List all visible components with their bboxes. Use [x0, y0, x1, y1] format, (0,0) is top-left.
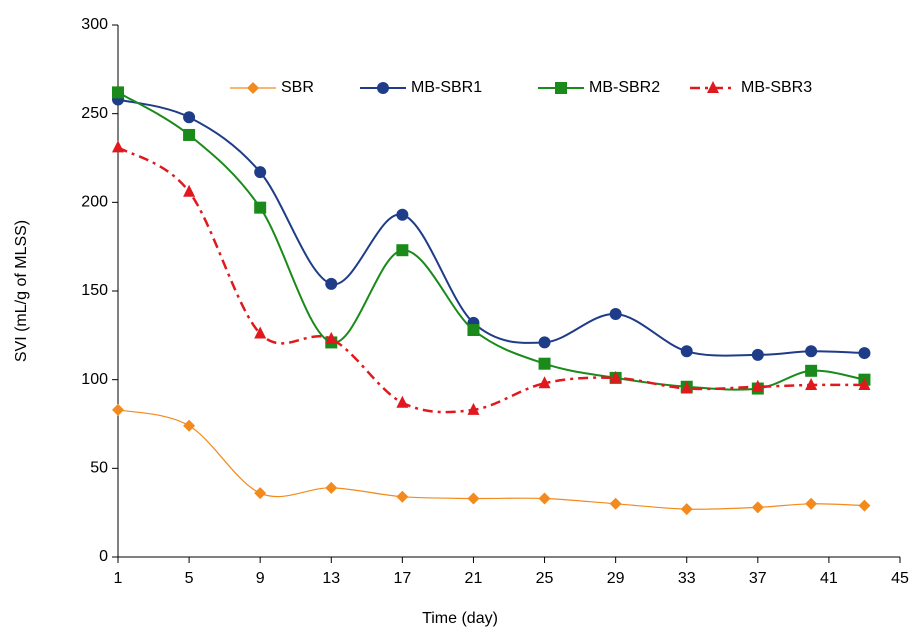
- y-tick-label: 200: [81, 194, 108, 211]
- point: [609, 370, 622, 383]
- point: [254, 201, 267, 214]
- y-tick-label: 250: [81, 105, 108, 122]
- point: [805, 497, 818, 510]
- point: [396, 395, 409, 408]
- x-axis-label: Time (day): [422, 610, 498, 627]
- legend-marker: [707, 81, 719, 93]
- point: [183, 111, 196, 124]
- point: [805, 345, 818, 358]
- point: [858, 347, 871, 360]
- point: [112, 403, 124, 416]
- x-tick-label: 17: [393, 570, 411, 587]
- point: [467, 324, 480, 337]
- point: [680, 503, 693, 516]
- x-tick-label: 5: [185, 570, 194, 587]
- point: [538, 376, 551, 389]
- point: [325, 277, 338, 290]
- point: [396, 208, 409, 221]
- series-line: [117, 146, 865, 414]
- y-tick-label: 150: [81, 282, 108, 299]
- point: [112, 86, 124, 99]
- legend-marker: [555, 82, 567, 94]
- point: [254, 166, 267, 179]
- point: [858, 499, 871, 512]
- y-tick-label: 100: [81, 371, 108, 388]
- point: [183, 128, 196, 141]
- x-tick-label: 1: [114, 570, 123, 587]
- x-tick-label: 37: [749, 570, 767, 587]
- legend-marker: [247, 82, 259, 94]
- point: [538, 357, 551, 370]
- point: [680, 345, 693, 358]
- y-axis-label: SVI (mL/g of MLSS): [13, 220, 30, 362]
- point: [751, 379, 764, 392]
- x-tick-label: 21: [465, 570, 483, 587]
- point: [396, 490, 409, 503]
- x-tick-label: 45: [891, 570, 909, 587]
- point: [751, 501, 764, 514]
- point: [538, 336, 551, 349]
- y-tick-label: 0: [99, 548, 108, 565]
- legend-label: SBR: [281, 79, 314, 96]
- point: [112, 140, 124, 153]
- series-line: [117, 409, 865, 510]
- point: [858, 377, 871, 390]
- point: [805, 364, 818, 377]
- point: [254, 487, 267, 500]
- point: [325, 331, 338, 344]
- point: [325, 481, 338, 494]
- x-tick-label: 29: [607, 570, 625, 587]
- series-line: [117, 91, 865, 391]
- x-tick-label: 9: [256, 570, 265, 587]
- point: [183, 184, 196, 197]
- legend-label: MB-SBR3: [741, 79, 812, 96]
- point: [680, 381, 693, 394]
- point: [805, 377, 818, 390]
- x-tick-label: 41: [820, 570, 838, 587]
- y-tick-label: 50: [90, 460, 108, 477]
- point: [751, 348, 764, 361]
- point: [467, 402, 480, 415]
- point: [396, 244, 409, 257]
- x-tick-label: 33: [678, 570, 696, 587]
- point: [609, 308, 622, 321]
- point: [183, 419, 196, 432]
- legend-label: MB-SBR2: [589, 79, 660, 96]
- x-tick-label: 13: [322, 570, 340, 587]
- point: [538, 492, 551, 505]
- x-tick-label: 25: [536, 570, 554, 587]
- legend-marker: [377, 82, 389, 94]
- point: [609, 497, 622, 510]
- point: [254, 326, 267, 339]
- series-line: [117, 98, 865, 357]
- point: [467, 492, 480, 505]
- legend-label: MB-SBR1: [411, 79, 482, 96]
- y-tick-label: 300: [81, 16, 108, 33]
